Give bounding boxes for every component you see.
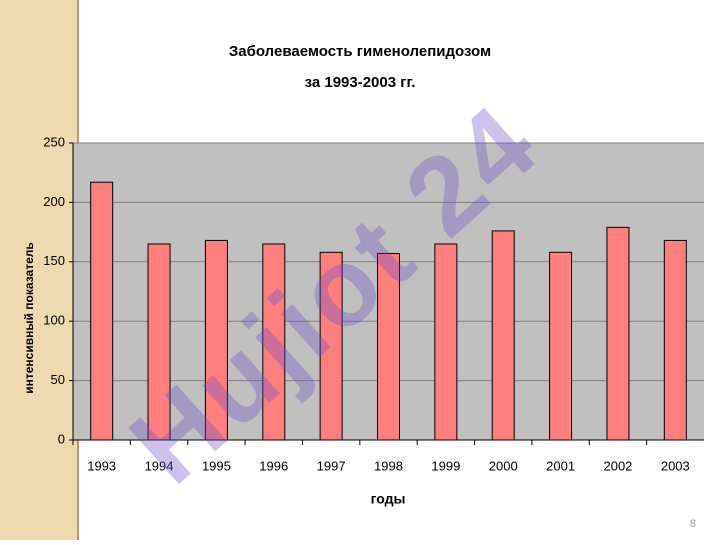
bar bbox=[204, 239, 228, 441]
x-tick-label: 1997 bbox=[317, 458, 346, 473]
x-tick-label: 1996 bbox=[259, 458, 288, 473]
x-tick-label: 2001 bbox=[546, 458, 575, 473]
chart-title: за 1993-2003 гг. bbox=[305, 74, 416, 91]
bar bbox=[90, 181, 114, 441]
x-tick-label: 1994 bbox=[145, 458, 174, 473]
bar bbox=[606, 226, 630, 441]
y-tick-label: 0 bbox=[58, 431, 65, 446]
page-number: 8 bbox=[690, 518, 696, 530]
y-tick-label: 150 bbox=[43, 253, 65, 268]
bar bbox=[663, 239, 687, 441]
x-axis-label: годы bbox=[371, 491, 406, 507]
chart-title: Заболеваемость гименолепидозом bbox=[229, 43, 491, 60]
y-tick-label: 100 bbox=[43, 313, 65, 328]
bar bbox=[434, 243, 458, 441]
x-tick-label: 1999 bbox=[431, 458, 460, 473]
x-tick-label: 2002 bbox=[603, 458, 632, 473]
y-axis-label: интенсивный показатель bbox=[22, 242, 36, 394]
y-tick-label: 50 bbox=[51, 372, 65, 387]
bar bbox=[147, 243, 171, 441]
x-tick-label: 1993 bbox=[87, 458, 116, 473]
bar bbox=[319, 251, 343, 441]
bar bbox=[549, 251, 573, 441]
x-tick-label: 1998 bbox=[374, 458, 403, 473]
bar bbox=[262, 243, 286, 441]
x-tick-label: 2000 bbox=[489, 458, 518, 473]
y-tick-label: 200 bbox=[43, 194, 65, 209]
x-tick-label: 1995 bbox=[202, 458, 231, 473]
bar bbox=[491, 230, 515, 441]
side-strip bbox=[0, 0, 78, 540]
x-tick-label: 2003 bbox=[661, 458, 690, 473]
y-tick-label: 250 bbox=[43, 134, 65, 149]
bar bbox=[377, 252, 400, 441]
